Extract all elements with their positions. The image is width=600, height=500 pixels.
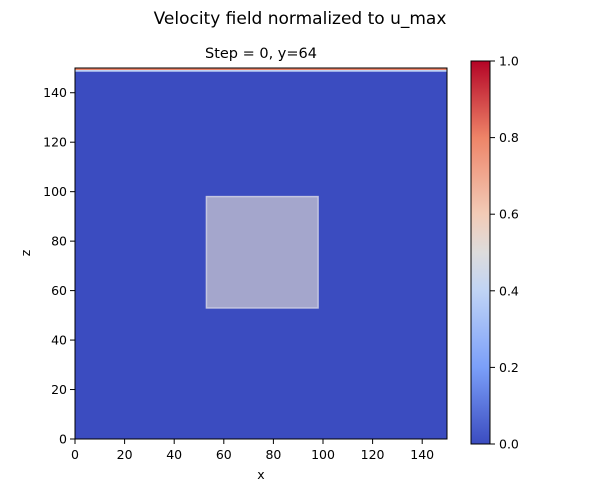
x-tick-label: 120 [361,447,385,462]
x-tick-label: 40 [166,447,182,462]
x-axis-label: x [257,467,264,482]
y-axis-label: z [18,249,33,256]
figure-suptitle: Velocity field normalized to u_max [154,9,447,29]
y-tick-label: 40 [51,333,67,348]
y-tick-label: 60 [51,283,67,298]
colorbar-ticks: 0.0 0.2 0.4 0.6 0.8 1.0 [490,54,519,452]
x-tick-label: 20 [117,447,133,462]
colorbar-tick-label: 0.8 [499,130,519,145]
colorbar: 0.0 0.2 0.4 0.6 0.8 1.0 [470,54,519,452]
colorbar-tick-label: 0.0 [499,437,519,452]
x-tick-label: 140 [410,447,434,462]
x-tick-label: 60 [216,447,232,462]
heatmap-area [74,67,448,440]
y-tick-label: 120 [43,135,67,150]
colorbar-gradient [471,61,490,444]
obstacle-region [206,196,319,308]
y-tick-label: 20 [51,382,67,397]
y-tick-label: 140 [43,85,67,100]
y-tick-label: 100 [43,184,67,199]
axes-title: Step = 0, y=64 [205,46,317,62]
x-axis-ticks: 0 20 40 60 80 100 120 140 [71,439,434,462]
x-tick-label: 100 [311,447,335,462]
y-tick-label: 0 [59,432,67,447]
axes-frame [74,67,448,440]
colorbar-frame [470,60,491,445]
y-axis-ticks: 0 20 40 60 80 100 120 140 [43,85,75,447]
colorbar-tick-label: 0.6 [499,207,519,222]
y-tick-label: 80 [51,234,67,249]
colorbar-tick-label: 0.4 [499,283,519,298]
top-boundary-transition [75,70,447,72]
x-tick-label: 0 [71,447,79,462]
obstacle-outline [205,195,319,309]
top-boundary-band [75,68,447,70]
colorbar-tick-label: 1.0 [499,54,519,69]
x-tick-label: 80 [265,447,281,462]
colorbar-tick-label: 0.2 [499,360,519,375]
